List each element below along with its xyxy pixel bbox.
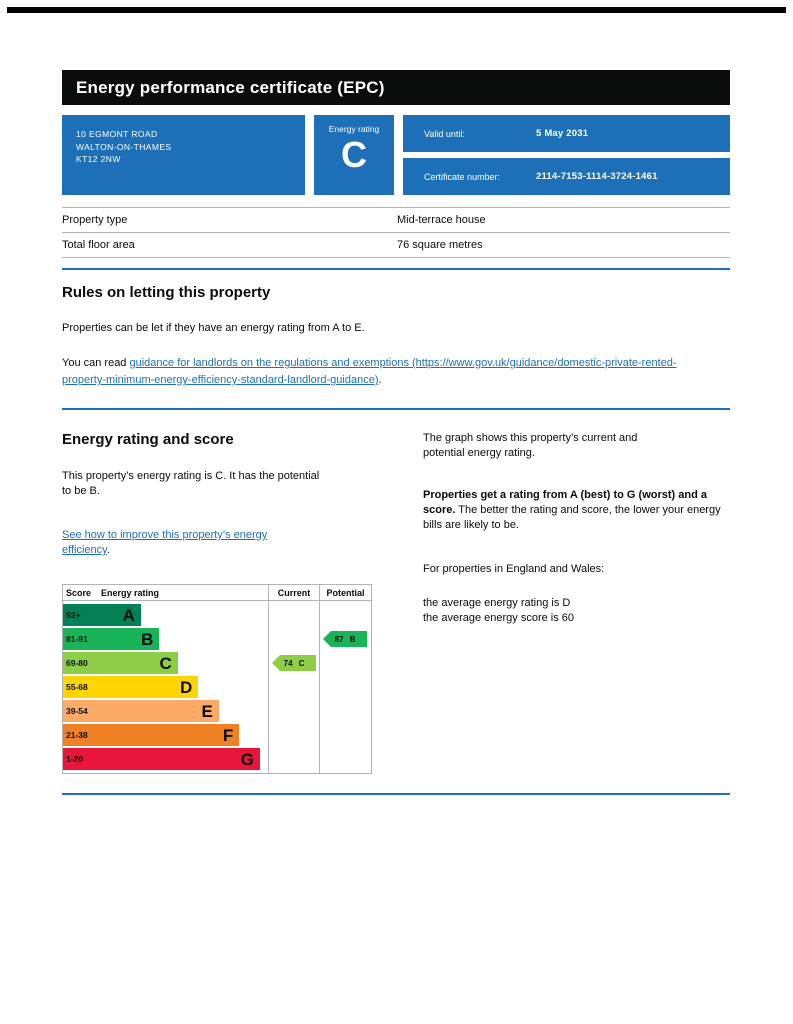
section-divider: [62, 793, 730, 795]
improve-para-suffix: .: [106, 544, 110, 556]
rating-left-column: Energy rating and score This property’s …: [62, 431, 372, 774]
epc-header-current: Current: [268, 585, 319, 600]
rating-explainer-bold: Properties get a rating from A (best) to…: [423, 489, 707, 516]
table-row: Property type Mid-terrace house: [62, 208, 730, 233]
section-divider: [62, 408, 730, 410]
summary-boxes: 10 EGMONT ROAD WALTON-ON-THAMES KT12 2NW…: [62, 115, 730, 195]
guidance-para: You can read guidance for landlords on t…: [62, 355, 707, 389]
epc-score-range: 92+: [66, 610, 81, 620]
improve-link[interactable]: See how to improve this property’s energ…: [62, 529, 268, 556]
rules-para: Properties can be let if they have an en…: [62, 322, 365, 334]
address-line: KT12 2NW: [76, 154, 121, 164]
rating-explainer-para: Properties get a rating from A (best) to…: [423, 488, 730, 533]
epc-band-b: 81-91 B: [63, 628, 160, 650]
table-row: Total floor area 76 square metres: [62, 233, 730, 258]
top-divider: [7, 7, 786, 13]
summary-right-stack: Valid until: 5 May 2031 Certificate numb…: [403, 115, 730, 195]
epc-band-c: 69-80 C: [63, 652, 178, 674]
average-rating-line: the average energy rating is D: [423, 597, 571, 609]
address-line: WALTON-ON-THAMES: [76, 141, 172, 152]
epc-chart: Score Energy rating Current Potential 92…: [62, 584, 372, 774]
epc-band-letter: G: [240, 749, 254, 769]
epc-current-score: 74: [283, 658, 293, 668]
rating-summary-para: This property’s energy rating is C. It h…: [62, 470, 320, 497]
epc-band-e: 39-54 E: [63, 700, 219, 722]
valid-until-label: Valid until:: [424, 128, 465, 139]
epc-band-row-d: 55-68 D: [63, 675, 268, 699]
epc-potential-score: 87: [334, 634, 344, 644]
rating-explainer-rest: The better the rating and score, the low…: [423, 504, 721, 531]
england-wales-para: For properties in England and Wales:: [423, 563, 605, 575]
epc-current-marker: 74 C: [272, 655, 316, 671]
epc-band-a: 92+ A: [63, 604, 141, 626]
rules-heading: Rules on letting this property: [62, 284, 271, 301]
epc-score-range: 21-38: [66, 730, 88, 740]
certificate-number-label: Certificate number:: [424, 171, 501, 182]
epc-score-range: 81-91: [66, 634, 88, 644]
address-line: 10 EGMONT ROAD: [76, 129, 158, 139]
epc-score-range: 55-68: [66, 682, 88, 692]
epc-header-score: Score: [66, 587, 92, 598]
epc-current-letter: C: [298, 658, 305, 668]
row-value: Mid-terrace house: [397, 214, 486, 226]
rating-right-column: The graph shows this property’s current …: [423, 431, 730, 774]
energy-rating-section: Energy rating and score This property’s …: [62, 431, 730, 774]
epc-band-g: 1-20 G: [63, 748, 260, 770]
graph-description-para: The graph shows this property’s current …: [423, 432, 638, 459]
certificate-number-box: Certificate number: 2114-7153-1114-3724-…: [403, 158, 730, 195]
epc-potential-col: 87 B: [319, 601, 371, 773]
epc-band-letter: E: [201, 701, 213, 721]
certificate-page: Energy performance certificate (EPC) 10 …: [62, 70, 730, 795]
epc-band-row-b: 81-91 B: [63, 627, 268, 651]
page-title: Energy performance certificate (EPC): [76, 77, 385, 97]
valid-until-value: 5 May 2031: [536, 128, 589, 139]
epc-score-range: 69-80: [66, 658, 88, 668]
average-score-line: the average energy score is 60: [423, 612, 575, 624]
row-label: Property type: [62, 214, 128, 226]
epc-header-potential: Potential: [319, 585, 371, 600]
guidance-para-suffix: .: [378, 374, 382, 386]
section-divider: [62, 268, 730, 270]
epc-band-letter: A: [122, 605, 135, 625]
epc-band-letter: B: [141, 629, 154, 649]
epc-band-letter: D: [180, 677, 193, 697]
epc-score-range: 39-54: [66, 706, 88, 716]
epc-band-row-a: 92+ A: [63, 603, 268, 627]
epc-potential-letter: B: [349, 634, 356, 644]
epc-current-col: 74 C: [268, 601, 319, 773]
guidance-para-prefix: You can read: [62, 357, 130, 369]
rating-section-heading: Energy rating and score: [62, 431, 234, 448]
energy-rating-box: Energy rating C: [314, 115, 394, 195]
rules-section: Rules on letting this property Propertie…: [62, 284, 730, 389]
epc-potential-marker: 87 B: [323, 631, 367, 647]
row-value: 76 square metres: [397, 239, 483, 251]
certificate-header: Energy performance certificate (EPC): [62, 70, 730, 105]
epc-band-letter: C: [159, 653, 172, 673]
property-details-table: Property type Mid-terrace house Total fl…: [62, 207, 730, 258]
epc-band-row-g: 1-20 G: [63, 747, 268, 771]
energy-rating-value: C: [341, 134, 367, 175]
address-box: 10 EGMONT ROAD WALTON-ON-THAMES KT12 2NW: [62, 115, 305, 195]
landlord-guidance-link[interactable]: guidance for landlords on the regulation…: [62, 357, 677, 386]
epc-band-row-f: 21-38 F: [63, 723, 268, 747]
epc-header-rating: Energy rating: [101, 587, 160, 598]
epc-chart-body: 92+ A 81-91 B 69-80 C 55-68 D 39-54 E 21-38 F 1-20 G …: [63, 601, 371, 773]
epc-band-f: 21-38 F: [63, 724, 240, 746]
epc-band-row-e: 39-54 E: [63, 699, 268, 723]
epc-band-row-c: 69-80 C: [63, 651, 268, 675]
energy-rating-label: Energy rating: [328, 124, 380, 134]
epc-score-range: 1-20: [66, 754, 84, 764]
epc-bands: 92+ A 81-91 B 69-80 C 55-68 D 39-54 E 21-38 F 1-20 G: [63, 601, 268, 773]
valid-until-box: Valid until: 5 May 2031: [403, 115, 730, 152]
certificate-number-value: 2114-7153-1114-3724-1461: [536, 171, 658, 182]
averages-para: the average energy rating is D the averag…: [423, 596, 730, 626]
epc-chart-header: Score Energy rating Current Potential: [63, 585, 371, 601]
improve-para: See how to improve this property’s energ…: [62, 528, 294, 558]
row-label: Total floor area: [62, 239, 135, 251]
epc-band-letter: F: [222, 725, 234, 745]
epc-band-d: 55-68 D: [63, 676, 199, 698]
